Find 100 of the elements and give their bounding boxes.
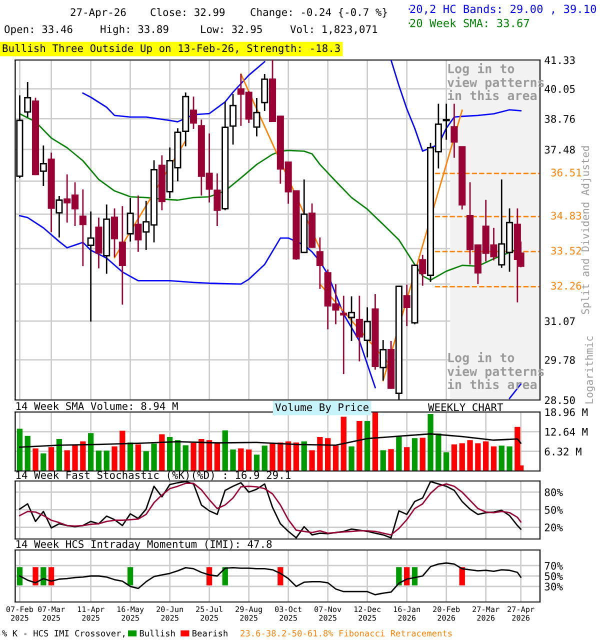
- text: Logarithmic: [584, 336, 596, 404]
- bar: [404, 447, 410, 471]
- line-series: [19, 562, 522, 596]
- y-tick-label: 70%: [544, 562, 563, 570]
- y-tick-label: 31.07: [544, 317, 575, 326]
- bar: [364, 420, 370, 471]
- bar: [483, 441, 489, 471]
- candlestick: [253, 97, 260, 138]
- bar: [396, 436, 402, 471]
- text: 27-Apr-26: [70, 8, 126, 18]
- text: WEEKLY CHART: [428, 403, 504, 412]
- bar: [420, 438, 426, 471]
- chart-title: 14 Week Fast Stochastic (%K)(%D) : 16.9 29.1: [16, 470, 290, 480]
- bar: [301, 441, 307, 471]
- annotation: Volume By Price: [275, 403, 368, 414]
- bar: [262, 446, 268, 471]
- candlestick: [419, 254, 426, 286]
- candlestick: [134, 194, 142, 253]
- y-tick-label: 80%: [544, 488, 563, 496]
- bar: [286, 441, 292, 471]
- bar: [230, 449, 236, 471]
- y-axis-title: Split and Dividend Adjusted: [581, 146, 592, 314]
- bar: [254, 454, 260, 471]
- candlestick: [56, 195, 63, 238]
- candlestick: [356, 295, 363, 362]
- candlestick: [24, 81, 32, 118]
- bar: [348, 446, 354, 471]
- text: 23.6-38.2-50-61.8% Fibonacci Retracements: [240, 630, 452, 637]
- bar: [309, 450, 315, 471]
- bar: [380, 450, 386, 471]
- chart-title: 14 Week HCS Intraday Momentum (IMI): 47.8: [16, 540, 272, 550]
- candlestick: [403, 284, 410, 327]
- bar: [498, 446, 504, 471]
- bar: [166, 437, 173, 471]
- bar: [436, 434, 442, 471]
- y-tick-label: 50%: [544, 506, 563, 514]
- bar: [278, 442, 284, 471]
- legend-label: 20 Week SMA: 33.67: [410, 18, 530, 28]
- legend-label: Bullish: [140, 630, 175, 637]
- bar: [16, 428, 23, 471]
- y-tick-label: 37.48: [544, 146, 575, 154]
- y-tick-label: 28.50: [544, 396, 575, 404]
- bar: [340, 416, 346, 471]
- bar: [159, 434, 165, 471]
- y-tick-label: 12.64 M: [545, 428, 588, 436]
- bar: [332, 446, 339, 471]
- text: Change: -0.24 {-0.7 %}: [250, 8, 387, 18]
- bar: [135, 444, 142, 471]
- bar: [151, 444, 157, 471]
- bar: [112, 446, 118, 471]
- bar: [40, 453, 46, 471]
- text: High: 33.89: [100, 25, 168, 36]
- candlestick: [79, 188, 86, 267]
- bar: [325, 438, 331, 471]
- candlestick: [442, 103, 450, 140]
- bar: [182, 445, 188, 471]
- bar: [444, 452, 450, 471]
- line-series: [19, 433, 522, 448]
- chart-title: 14 Week SMA Volume: 8.94 M: [16, 402, 178, 410]
- bar: [388, 449, 394, 471]
- candlestick: [340, 295, 348, 375]
- bar: [120, 430, 126, 471]
- bar: [238, 448, 244, 471]
- legend-title: % K - HCS IMI Crossover,: [2, 630, 124, 638]
- candlestick: [450, 103, 458, 158]
- bar: [190, 442, 196, 471]
- candlestick: [87, 210, 94, 322]
- candlestick: [348, 296, 356, 342]
- candlestick: [40, 144, 47, 187]
- ref-line-label: 36.51: [551, 168, 582, 176]
- bar: [428, 414, 434, 471]
- y-tick-label: 29.78: [544, 356, 575, 364]
- bar: [48, 447, 54, 471]
- bar: [96, 450, 102, 471]
- candlestick: [190, 96, 198, 130]
- bar: [317, 437, 323, 471]
- bar: [506, 446, 512, 471]
- legend-label: Bearish: [192, 630, 228, 637]
- bar: [206, 440, 212, 471]
- bar: [214, 443, 220, 471]
- bar: [143, 451, 149, 471]
- candlestick: [316, 236, 324, 290]
- bar: [412, 438, 418, 471]
- bar: [270, 444, 276, 471]
- text: Low: 32.95: [201, 25, 262, 34]
- bar: [222, 430, 228, 471]
- candlestick: [364, 306, 371, 358]
- bar: [80, 441, 86, 471]
- ref-line-label: 33.52: [551, 246, 581, 255]
- bar: [451, 444, 458, 471]
- text: Open: 33.46: [4, 25, 72, 36]
- legend-label: 20,2 HC Bands: 29.00 , 39.10: [410, 4, 596, 15]
- bar: [32, 448, 38, 471]
- y-tick-label: 40.05: [544, 85, 575, 93]
- candlestick: [126, 197, 134, 242]
- bar: [24, 436, 30, 471]
- text: Close: 32.99: [150, 8, 225, 16]
- candlestick: [118, 205, 126, 306]
- bar: [56, 438, 62, 471]
- bar: [174, 440, 181, 471]
